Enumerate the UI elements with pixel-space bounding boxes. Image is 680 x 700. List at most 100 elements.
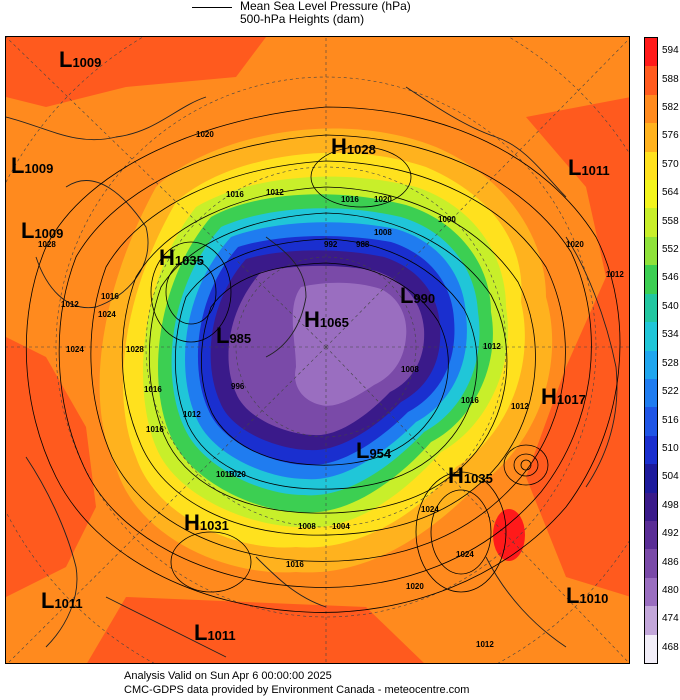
colorbar-tick-label: 534	[662, 329, 679, 341]
pressure-center: L1009	[59, 47, 102, 72]
isobar-label: 1024	[421, 505, 439, 514]
pressure-center: L990	[400, 283, 436, 308]
isobar-label: 996	[231, 382, 245, 391]
colorbar-segment	[645, 38, 657, 67]
pressure-center: L1009	[11, 153, 54, 178]
legend-heights: 500-hPa Heights (dam)	[240, 12, 365, 26]
colorbar-tick-label: 474	[662, 613, 679, 625]
colorbar-segment	[645, 208, 657, 238]
isobar-label: 1016	[341, 195, 359, 204]
colorbar-segment	[645, 350, 657, 380]
isobar-label: 1008	[374, 228, 392, 237]
pressure-center: H1035	[159, 245, 204, 270]
isobar-label: 1020	[566, 240, 584, 249]
colorbar-tick-label: 540	[662, 300, 679, 312]
height-colorbar	[644, 37, 658, 664]
isobar-label: 1012	[606, 270, 624, 279]
isobar-label: 1012	[61, 300, 79, 309]
height-band-588-south	[87, 597, 424, 663]
mslp-line-sample	[192, 7, 232, 8]
colorbar-tick-label: 564	[662, 187, 679, 199]
colorbar-segment	[645, 464, 657, 494]
colorbar-segment	[645, 236, 657, 266]
colorbar-tick-label: 498	[662, 499, 679, 511]
isobar-label: 1020	[228, 470, 246, 479]
colorbar-segment	[645, 492, 657, 522]
colorbar-tick-label: 486	[662, 556, 679, 568]
pressure-center: H1017	[541, 384, 586, 409]
colorbar-segment	[645, 94, 657, 124]
isobar-label: 1016	[144, 385, 162, 394]
isobar-label: 1012	[476, 640, 494, 649]
valid-time: Analysis Valid on Sun Apr 6 00:00:00 202…	[124, 670, 332, 682]
colorbar-segment	[645, 407, 657, 437]
pressure-center: L1011	[568, 155, 610, 180]
colorbar-tick-label: 582	[662, 102, 679, 114]
colorbar-tick-label: 492	[662, 528, 679, 540]
map-canvas: 1020 1016 1012 1016 1020 1008 1028 1024 …	[6, 37, 629, 663]
isobar-label: 1028	[38, 240, 56, 249]
isobar-label: 1028	[126, 345, 144, 354]
colorbar-segment	[645, 66, 657, 96]
legend-mslp: Mean Sea Level Pressure (hPa)	[240, 0, 411, 13]
isobar-label: 1016	[146, 425, 164, 434]
isobar-label: 988	[356, 240, 370, 249]
colorbar-tick-label: 594	[662, 45, 679, 57]
colorbar-tick-label: 588	[662, 73, 679, 85]
colorbar-tick-label: 546	[662, 272, 679, 284]
pressure-center: H1031	[184, 510, 229, 535]
pressure-center: L1011	[41, 588, 83, 613]
colorbar-segment	[645, 549, 657, 579]
isobar-label: 1024	[66, 345, 84, 354]
height-band-480	[292, 282, 407, 406]
colorbar-tick-label: 516	[662, 414, 679, 426]
pressure-center: L985	[216, 323, 252, 348]
isobar-label: 1008	[298, 522, 316, 531]
colorbar-tick-label: 468	[662, 641, 679, 653]
isobar-label: 1016	[461, 396, 479, 405]
colorbar-segment	[645, 151, 657, 181]
colorbar-tick-label: 552	[662, 244, 679, 256]
isobar-label: 1008	[401, 365, 419, 374]
isobar-label: 1016	[101, 292, 119, 301]
pressure-center: H1028	[331, 134, 376, 159]
isobar-label: 1016	[216, 470, 234, 479]
height-band-588-north	[6, 37, 266, 107]
pressure-center: L1009	[21, 218, 64, 243]
data-credit: CMC-GDPS data provided by Environment Ca…	[124, 684, 470, 696]
isobar-label: 1000	[438, 215, 456, 224]
isobar-label: 1020	[374, 195, 392, 204]
isobar-label: 1004	[332, 522, 350, 531]
height-band-594	[493, 509, 525, 561]
colorbar-segment	[645, 293, 657, 323]
colorbar-tick-label: 510	[662, 442, 679, 454]
pressure-center: L954	[356, 438, 392, 463]
isobar-labels: 1020 1016 1012 1016 1020 1008 1028 1024 …	[38, 130, 624, 649]
coastlines	[6, 86, 618, 658]
colorbar-segment	[645, 520, 657, 550]
colorbar-segment	[645, 123, 657, 153]
isobars	[25, 106, 621, 613]
colorbar-tick-label: 558	[662, 215, 679, 227]
colorbar-segment	[645, 322, 657, 351]
isobar-label: 1012	[266, 188, 284, 197]
colorbar-tick-label: 576	[662, 130, 679, 142]
isobar-label: 992	[324, 240, 338, 249]
colorbar-segment	[645, 634, 657, 664]
colorbar-tick-label: 504	[662, 471, 679, 483]
polar-map: 1020 1016 1012 1016 1020 1008 1028 1024 …	[5, 36, 630, 664]
isobar-label: 1024	[456, 550, 474, 559]
colorbar-tick-label: 522	[662, 386, 679, 398]
isobar-label: 1012	[183, 410, 201, 419]
pressure-center: H1035	[448, 463, 493, 488]
pressure-center: L1011	[194, 620, 236, 645]
colorbar-segment	[645, 180, 657, 209]
colorbar-segment	[645, 577, 657, 607]
colorbar-segment	[645, 265, 657, 295]
isobar-label: 1020	[406, 582, 424, 591]
colorbar-segment	[645, 606, 657, 636]
map-legend: Mean Sea Level Pressure (hPa) 500-hPa He…	[0, 0, 680, 34]
colorbar-segment	[645, 435, 657, 465]
pressure-center: H1065	[304, 307, 349, 332]
isobar-label: 1012	[483, 342, 501, 351]
